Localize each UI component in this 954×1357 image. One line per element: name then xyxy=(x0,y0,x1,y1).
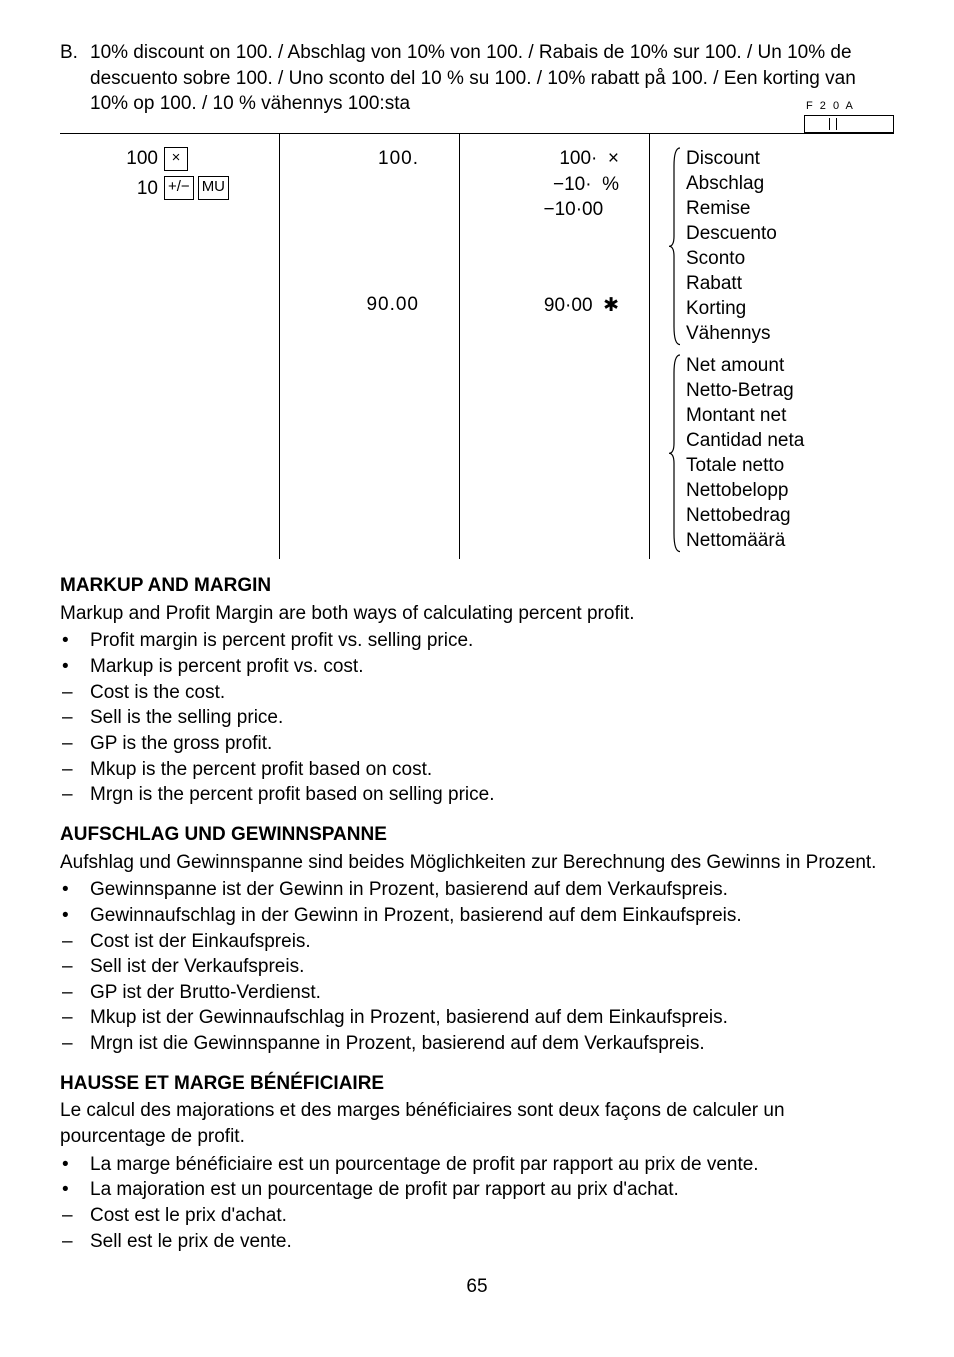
key-plusminus: +/− xyxy=(164,176,194,200)
mode-switch: F 2 0 A xyxy=(804,99,894,133)
bullet-marker: – xyxy=(60,757,90,783)
d2-100x: 100· × xyxy=(460,146,619,172)
bullet-text: Sell ist der Verkaufspreis. xyxy=(90,954,304,980)
d1-100: 100. xyxy=(280,146,419,172)
bullet-text: Profit margin is percent profit vs. sell… xyxy=(90,628,473,654)
discount-label: Discount xyxy=(686,146,777,171)
bullet-text: GP is the gross profit. xyxy=(90,731,272,757)
bullet-text: GP ist der Brutto-Verdienst. xyxy=(90,980,321,1006)
bullet-text: Sell est le prix de vente. xyxy=(90,1229,292,1255)
bullet-list-s2: •Gewinnspanne ist der Gewinn in Prozent,… xyxy=(60,877,894,1056)
discount-label: Descuento xyxy=(686,221,777,246)
switch-container: F 2 0 A xyxy=(60,123,894,133)
discount-label: Sconto xyxy=(686,246,777,271)
bullet-text: Mkup is the percent profit based on cost… xyxy=(90,757,432,783)
bullet-marker: • xyxy=(60,654,90,680)
bullet-list-s1: •Profit margin is percent profit vs. sel… xyxy=(60,628,894,807)
bullet-marker: – xyxy=(60,731,90,757)
bullet-marker: – xyxy=(60,680,90,706)
bullet-list-s3: •La marge bénéficiaire est un pourcentag… xyxy=(60,1152,894,1255)
d2-m10p: −10· % xyxy=(460,172,619,198)
bullet-text: La majoration est un pourcentage de prof… xyxy=(90,1177,679,1203)
discount-label: Korting xyxy=(686,296,777,321)
bullet-text: Cost is the cost. xyxy=(90,680,225,706)
bullet-marker: • xyxy=(60,903,90,929)
key-row-2: 10 +/− MU xyxy=(120,176,279,202)
bullet-marker: – xyxy=(60,1031,90,1057)
net-label: Nettomäärä xyxy=(686,528,804,553)
section-title-aufschlag: AUFSCHLAG UND GEWINNSPANNE xyxy=(60,822,894,848)
bullet-marker: – xyxy=(60,980,90,1006)
display-column-2: 100· × −10· % −10·00 90·00 ✱ xyxy=(460,134,650,559)
net-label: Nettobelopp xyxy=(686,478,804,503)
section-title-markup: MARKUP AND MARGIN xyxy=(60,573,894,599)
bullet-marker: • xyxy=(60,877,90,903)
bullet-text: Cost ist der Einkaufspreis. xyxy=(90,929,311,955)
section-lead-aufschlag: Aufshlag und Gewinnspanne sind beides Mö… xyxy=(60,850,894,876)
bullet-marker: – xyxy=(60,1229,90,1255)
discount-labels: Discount Abschlag Remise Descuento Scont… xyxy=(682,146,777,347)
bullet-text: Cost est le prix d'achat. xyxy=(90,1203,287,1229)
page-number: 65 xyxy=(60,1274,894,1300)
bullet-marker: – xyxy=(60,954,90,980)
d2-m1000: −10·00 xyxy=(460,197,619,223)
key-num-100: 100 xyxy=(120,146,158,172)
key-row-1: 100 × xyxy=(120,146,279,172)
bullet-marker: • xyxy=(60,628,90,654)
net-label: Totale netto xyxy=(686,453,804,478)
display-column-1: 100. 90.00 xyxy=(280,134,460,559)
discount-label: Vähennys xyxy=(686,321,777,346)
bullet-text: Mrgn is the percent profit based on sell… xyxy=(90,782,495,808)
section-lead-markup: Markup and Profit Margin are both ways o… xyxy=(60,601,894,627)
net-labels: Net amount Netto-Betrag Montant net Cant… xyxy=(682,353,804,554)
net-label: Montant net xyxy=(686,403,804,428)
key-num-10: 10 xyxy=(120,176,158,202)
bullet-text: Mrgn ist die Gewinnspanne in Prozent, ba… xyxy=(90,1031,705,1057)
bullet-marker: • xyxy=(60,1152,90,1178)
bullet-marker: – xyxy=(60,1203,90,1229)
key-multiply: × xyxy=(164,147,188,171)
discount-label: Rabatt xyxy=(686,271,777,296)
switch-body xyxy=(804,115,894,133)
bullet-text: Sell is the selling price. xyxy=(90,705,283,731)
net-brace-group: Net amount Netto-Betrag Montant net Cant… xyxy=(668,353,894,554)
intro-block: B. 10% discount on 100. / Abschlag von 1… xyxy=(60,40,894,117)
calc-table: 100 × 10 +/− MU 100. 90.00 100· × −10· %… xyxy=(60,134,894,559)
brace-icon xyxy=(668,146,682,347)
bullet-text: Mkup ist der Gewinnaufschlag in Prozent,… xyxy=(90,1005,728,1031)
switch-labels: F 2 0 A xyxy=(804,99,894,115)
bullet-marker: – xyxy=(60,782,90,808)
discount-label: Remise xyxy=(686,196,777,221)
net-label: Cantidad neta xyxy=(686,428,804,453)
key-mu: MU xyxy=(198,176,229,200)
d1-90: 90.00 xyxy=(280,292,419,318)
bullet-text: La marge bénéficiaire est un pourcentage… xyxy=(90,1152,759,1178)
bullet-marker: – xyxy=(60,1005,90,1031)
bullet-marker: • xyxy=(60,1177,90,1203)
net-label: Netto-Betrag xyxy=(686,378,804,403)
discount-label: Abschlag xyxy=(686,171,777,196)
d2-9000: 90·00 ✱ xyxy=(460,293,619,319)
section-title-hausse: HAUSSE ET MARGE BÉNÉFICIAIRE xyxy=(60,1071,894,1097)
discount-brace-group: Discount Abschlag Remise Descuento Scont… xyxy=(668,146,894,347)
intro-text: 10% discount on 100. / Abschlag von 10% … xyxy=(90,40,894,117)
net-label: Nettobedrag xyxy=(686,503,804,528)
section-lead-hausse: Le calcul des majorations et des marges … xyxy=(60,1098,894,1149)
bullet-marker: – xyxy=(60,929,90,955)
label-column: Discount Abschlag Remise Descuento Scont… xyxy=(650,134,894,559)
intro-label: B. xyxy=(60,40,90,117)
bullet-marker: – xyxy=(60,705,90,731)
net-label: Net amount xyxy=(686,353,804,378)
brace-icon xyxy=(668,353,682,554)
keystroke-column: 100 × 10 +/− MU xyxy=(60,134,280,559)
bullet-text: Markup is percent profit vs. cost. xyxy=(90,654,364,680)
bullet-text: Gewinnspanne ist der Gewinn in Prozent, … xyxy=(90,877,728,903)
bullet-text: Gewinnaufschlag in der Gewinn in Prozent… xyxy=(90,903,742,929)
switch-slider xyxy=(829,118,837,130)
